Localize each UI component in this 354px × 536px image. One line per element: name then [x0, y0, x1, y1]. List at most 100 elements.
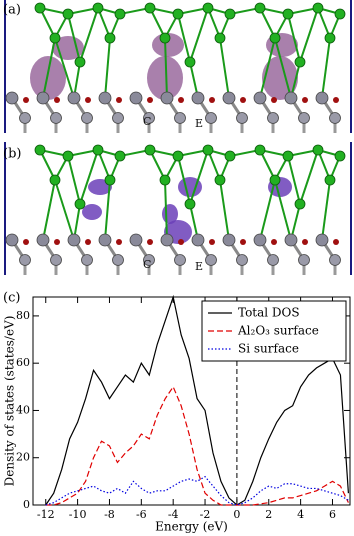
x-axis-label: Energy (eV)	[155, 520, 228, 534]
atom	[67, 233, 81, 247]
structure-image-a	[4, 0, 352, 133]
atom	[49, 32, 61, 44]
atom	[240, 239, 246, 245]
atom	[284, 233, 298, 247]
panel-label: (c)	[3, 291, 20, 306]
atom	[202, 144, 214, 156]
atom	[224, 8, 236, 20]
bond	[164, 37, 168, 99]
bond	[274, 37, 292, 99]
atom	[333, 239, 339, 245]
bond	[39, 7, 56, 39]
atom	[74, 56, 86, 68]
x-tick-label: -4	[168, 508, 179, 521]
plot-frame	[32, 296, 351, 506]
atom	[302, 97, 308, 103]
atom	[205, 254, 217, 266]
legend-text: Total DOS	[238, 306, 300, 320]
atom	[178, 239, 184, 245]
bond	[189, 149, 209, 205]
atom	[54, 239, 60, 245]
atom	[172, 8, 184, 20]
legend-text: Al₂O₃ surface	[237, 324, 319, 338]
atom	[324, 32, 336, 44]
x-tick-label: 4	[297, 508, 304, 521]
atom	[104, 174, 116, 186]
atom	[174, 254, 186, 266]
atom	[143, 254, 155, 266]
atom	[298, 112, 310, 124]
bond	[259, 179, 276, 241]
atom	[92, 2, 104, 14]
atom	[74, 198, 86, 210]
structure-image-b	[4, 142, 352, 275]
atom	[267, 112, 279, 124]
bond	[259, 7, 276, 39]
atom	[34, 144, 46, 156]
y-tick-label: 80	[16, 309, 30, 322]
y-tick-label: 60	[16, 356, 30, 369]
atom	[315, 91, 329, 105]
atom	[54, 97, 60, 103]
atom	[160, 233, 174, 247]
atom	[5, 233, 19, 247]
atom	[129, 91, 143, 105]
atom	[209, 97, 215, 103]
bond	[39, 149, 56, 181]
atom	[209, 239, 215, 245]
panel-label: (a)	[3, 3, 21, 18]
atom	[62, 150, 74, 162]
atom	[129, 233, 143, 247]
atom	[240, 97, 246, 103]
atom	[23, 239, 29, 245]
atom	[178, 97, 184, 103]
atom	[202, 2, 214, 14]
atom	[334, 150, 346, 162]
atom	[236, 112, 248, 124]
atom	[104, 32, 116, 44]
legend-text: Si surface	[238, 342, 299, 356]
atom	[271, 239, 277, 245]
atom	[324, 174, 336, 186]
atom	[329, 254, 341, 266]
atom	[282, 8, 294, 20]
atom	[34, 2, 46, 14]
bond	[79, 149, 99, 205]
atom	[36, 233, 50, 247]
atom	[214, 32, 226, 44]
bond	[177, 13, 191, 63]
atom	[312, 144, 324, 156]
atom	[112, 254, 124, 266]
x-tick-label: 0	[233, 508, 240, 521]
dos-line	[45, 294, 350, 506]
atom	[62, 8, 74, 20]
atom	[36, 91, 50, 105]
bond	[259, 37, 276, 99]
atom	[191, 91, 205, 105]
y-axis-label: Density of states (states/eV)	[3, 316, 17, 487]
atom	[222, 233, 236, 247]
orbital-lobe	[147, 56, 183, 100]
atom	[67, 91, 81, 105]
bond	[287, 155, 301, 205]
atom	[144, 144, 156, 156]
atom	[236, 254, 248, 266]
atom	[269, 174, 281, 186]
atom	[205, 112, 217, 124]
atom	[271, 97, 277, 103]
atom	[19, 112, 31, 124]
atom	[315, 233, 329, 247]
atom	[312, 2, 324, 14]
atom	[174, 112, 186, 124]
x-tick-label: 2	[265, 508, 272, 521]
atom	[302, 239, 308, 245]
y-tick-label: 20	[16, 451, 30, 464]
atom	[98, 233, 112, 247]
bond	[104, 179, 111, 241]
atom	[294, 198, 306, 210]
x-tick-label: 6	[329, 508, 336, 521]
bond	[79, 7, 99, 63]
bond	[54, 37, 75, 99]
